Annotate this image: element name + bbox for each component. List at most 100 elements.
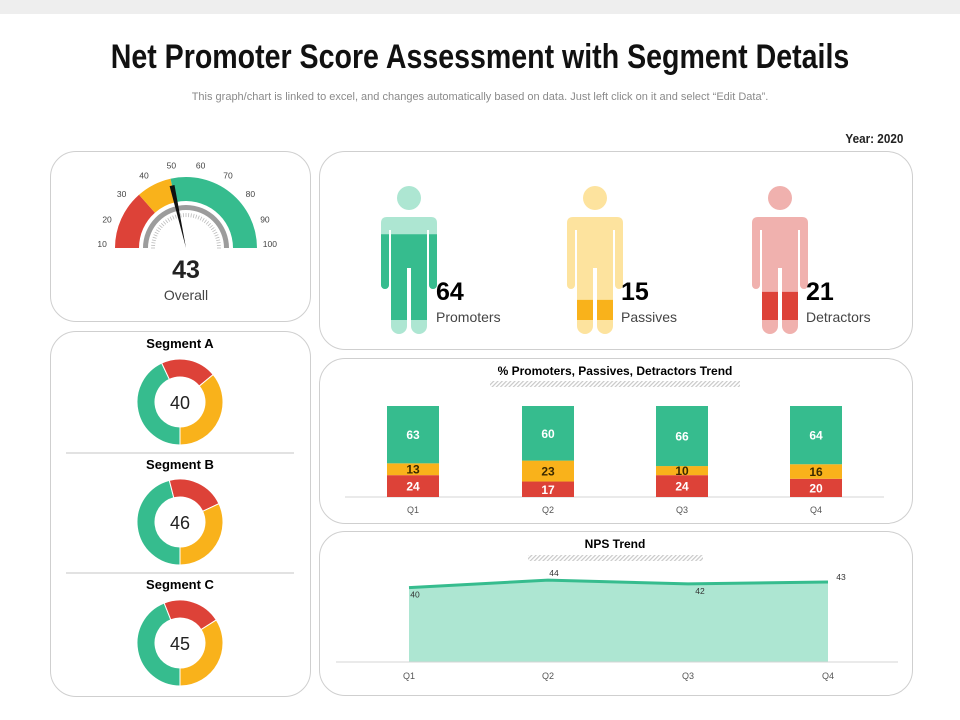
bar-label-passives: 13: [406, 463, 420, 477]
gauge-tick: [152, 236, 157, 239]
passives-value: 15: [621, 278, 649, 306]
gauge-tick: [195, 214, 198, 219]
segment-c-value: 45: [170, 634, 190, 654]
gauge-tick: [151, 242, 156, 244]
gauge-tick: [151, 239, 156, 242]
bar-label-passives: 23: [541, 465, 555, 479]
bar-detractors: [790, 478, 842, 497]
bar-label-promoters: 64: [809, 429, 823, 443]
gauge-value: 43: [172, 256, 200, 284]
promoters-value: 64: [436, 278, 464, 306]
donut-slice-promoters: [136, 362, 181, 446]
x-tick-label: Q1: [403, 671, 415, 681]
gauge-tick: [180, 213, 182, 218]
bar-promoters: [656, 406, 708, 467]
nps-data-label: 40: [410, 590, 420, 600]
bar-label-passives: 10: [675, 464, 689, 478]
gauge-tick: [157, 227, 162, 231]
gauge-tick: [216, 239, 221, 242]
x-tick-label: Q4: [810, 505, 822, 515]
gauge-tick: [169, 216, 173, 221]
title-underline: [528, 555, 703, 561]
gauge-tick: [165, 219, 169, 224]
detractors-label: Detractors: [806, 309, 871, 325]
gauge-inner-ring: [143, 205, 229, 248]
person-fill-detractors: [762, 291, 798, 320]
nps-area: [409, 580, 828, 662]
gauge-tick: [201, 217, 205, 222]
gauge-band-red: [115, 194, 155, 248]
gauge-tick: [215, 236, 220, 239]
x-tick-label: Q3: [682, 671, 694, 681]
gauge-scale-label: 100: [263, 239, 277, 249]
bar-passives: [387, 463, 439, 476]
gauge-scale-label: 50: [167, 160, 177, 170]
gauge-tick: [197, 215, 200, 220]
gauge-tick: [209, 224, 213, 229]
bar-detractors: [656, 475, 708, 497]
bar-promoters: [387, 406, 439, 464]
gauge-tick: [214, 234, 219, 237]
segment-b-title: Segment B: [146, 457, 214, 472]
nps-data-label: 44: [549, 568, 559, 578]
year-label: Year: 2020: [845, 131, 903, 146]
top-bar: [0, 0, 960, 14]
bar-passives: [656, 466, 708, 476]
donut-slice-promoters: [136, 602, 181, 687]
x-tick-label: Q2: [542, 671, 554, 681]
x-tick-label: Q4: [822, 671, 834, 681]
bar-label-promoters: 60: [541, 427, 555, 441]
gauge-tick: [212, 229, 217, 233]
gauge-tick: [174, 214, 177, 219]
gauge-tick: [172, 215, 175, 220]
bar-passives: [522, 460, 574, 482]
donut-slice-passives: [179, 619, 224, 687]
bar-promoters: [790, 406, 842, 465]
person-fill-passives: [577, 299, 613, 320]
title-underline: [490, 381, 740, 387]
donut-slice-passives: [179, 373, 224, 446]
gauge-scale-label: 20: [102, 214, 112, 224]
x-tick-label: Q3: [676, 505, 688, 515]
gauge-scale-label: 80: [246, 189, 256, 199]
gauge-scale-label: 60: [196, 160, 206, 170]
page-title: Net Promoter Score Assessment with Segme…: [110, 38, 850, 76]
segment-c-title: Segment C: [146, 577, 215, 592]
gauge-tick: [192, 213, 195, 218]
gauge-tick: [160, 222, 165, 227]
gauge-tick: [199, 216, 203, 221]
segment-donuts: [136, 358, 224, 687]
donut-slice-promoters: [136, 479, 181, 566]
donut-slice-passives: [179, 503, 224, 566]
gauge-scale-label: 10: [97, 239, 107, 249]
overall-gauge: 10 20 30 40 50 60 70 80 90 100: [97, 160, 277, 249]
person-passives-icon: [567, 186, 623, 334]
segments-card: [50, 331, 311, 697]
detractors-value: 21: [806, 278, 834, 306]
person-detractors-icon: [752, 186, 808, 334]
bar-label-promoters: 66: [675, 430, 689, 444]
promoters-label: Promoters: [436, 309, 501, 325]
bar-detractors: [522, 481, 574, 497]
x-tick-label: Q2: [542, 505, 554, 515]
bar-label-promoters: 63: [406, 428, 420, 442]
passives-label: Passives: [621, 309, 677, 325]
segment-a-title: Segment A: [146, 336, 214, 351]
gauge-tick: [205, 221, 210, 225]
nps-line: [408, 578, 829, 590]
people-figures: [381, 186, 808, 334]
gauge-band-green: [170, 176, 257, 248]
bar-promoters: [522, 406, 574, 461]
bar-label-passives: 16: [809, 465, 823, 479]
gauge-tick: [213, 231, 218, 235]
gauge-tick: [207, 222, 212, 227]
gauge-tick: [216, 242, 221, 244]
gauge-needle: [169, 184, 186, 248]
gauge-tick: [154, 231, 159, 235]
gauge-scale-label: 30: [117, 189, 127, 199]
gauge-tick: [190, 213, 192, 218]
gauge-label: Overall: [164, 287, 208, 303]
nps-area-chart: 40 Q1 44 Q2 42 Q3 43 Q4: [403, 568, 846, 681]
gauge-tick: [159, 224, 163, 229]
